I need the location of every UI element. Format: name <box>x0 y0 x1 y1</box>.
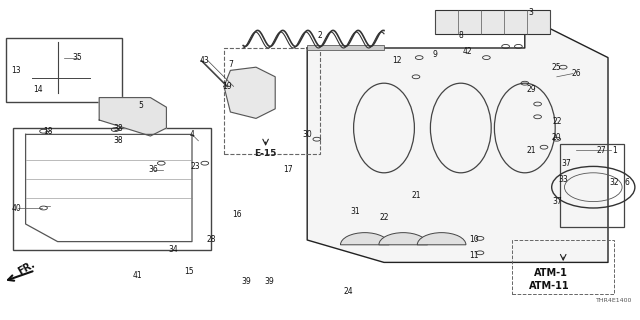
Wedge shape <box>379 233 428 245</box>
Text: FR.: FR. <box>17 259 37 277</box>
Text: 39: 39 <box>241 277 252 286</box>
Text: 35: 35 <box>72 53 82 62</box>
Text: 38: 38 <box>113 136 124 145</box>
Text: 20: 20 <box>552 133 562 142</box>
Text: 18: 18 <box>44 127 52 136</box>
Text: 24: 24 <box>344 287 354 296</box>
Text: 42: 42 <box>462 47 472 56</box>
Text: 40: 40 <box>11 204 21 212</box>
Text: 22: 22 <box>380 213 388 222</box>
Text: 43: 43 <box>200 56 210 65</box>
Text: 31: 31 <box>350 207 360 216</box>
Text: 28: 28 <box>207 236 216 244</box>
Wedge shape <box>417 233 466 245</box>
Text: 22: 22 <box>552 117 561 126</box>
Text: 27: 27 <box>596 146 607 155</box>
Polygon shape <box>307 16 608 262</box>
Text: 39: 39 <box>264 277 274 286</box>
Text: 21: 21 <box>412 191 420 200</box>
Text: ATM-11: ATM-11 <box>529 281 570 292</box>
Text: 12: 12 <box>392 56 401 65</box>
Text: 32: 32 <box>609 178 620 187</box>
Text: 21: 21 <box>527 146 536 155</box>
Text: 17: 17 <box>283 165 293 174</box>
Text: 30: 30 <box>302 130 312 139</box>
Text: 33: 33 <box>558 175 568 184</box>
Text: 10: 10 <box>468 236 479 244</box>
Text: 2: 2 <box>317 31 323 40</box>
Text: 11: 11 <box>469 252 478 260</box>
Bar <box>6 38 122 102</box>
Text: 36: 36 <box>148 165 159 174</box>
Text: 23: 23 <box>190 162 200 171</box>
Polygon shape <box>224 67 275 118</box>
Text: 13: 13 <box>11 66 21 75</box>
Text: 37: 37 <box>552 197 562 206</box>
Text: 38: 38 <box>113 124 124 132</box>
Text: 34: 34 <box>168 245 178 254</box>
Text: 15: 15 <box>184 268 194 276</box>
Polygon shape <box>99 98 166 136</box>
Text: 5: 5 <box>138 101 143 110</box>
Text: 25: 25 <box>552 63 562 72</box>
Text: E-15: E-15 <box>255 149 276 158</box>
Text: THR4E1400: THR4E1400 <box>596 298 632 303</box>
Text: 1: 1 <box>612 146 617 155</box>
Text: ATM-1: ATM-1 <box>534 268 567 278</box>
Bar <box>435 10 550 34</box>
Text: 14: 14 <box>33 85 44 94</box>
Bar <box>512 240 614 294</box>
Wedge shape <box>340 233 389 245</box>
Text: 37: 37 <box>561 159 572 168</box>
Bar <box>224 48 320 154</box>
Text: 19: 19 <box>222 82 232 91</box>
Text: 26: 26 <box>571 69 581 78</box>
Text: 3: 3 <box>529 8 534 17</box>
Text: 29: 29 <box>526 85 536 94</box>
Text: 8: 8 <box>458 31 463 40</box>
Text: 41: 41 <box>132 271 143 280</box>
Text: 6: 6 <box>625 178 630 187</box>
Text: 4: 4 <box>189 130 195 139</box>
Bar <box>560 144 624 227</box>
Text: 7: 7 <box>228 60 233 68</box>
Bar <box>307 45 384 50</box>
Text: 16: 16 <box>232 210 242 219</box>
Text: 9: 9 <box>433 50 438 59</box>
Bar <box>13 128 211 250</box>
